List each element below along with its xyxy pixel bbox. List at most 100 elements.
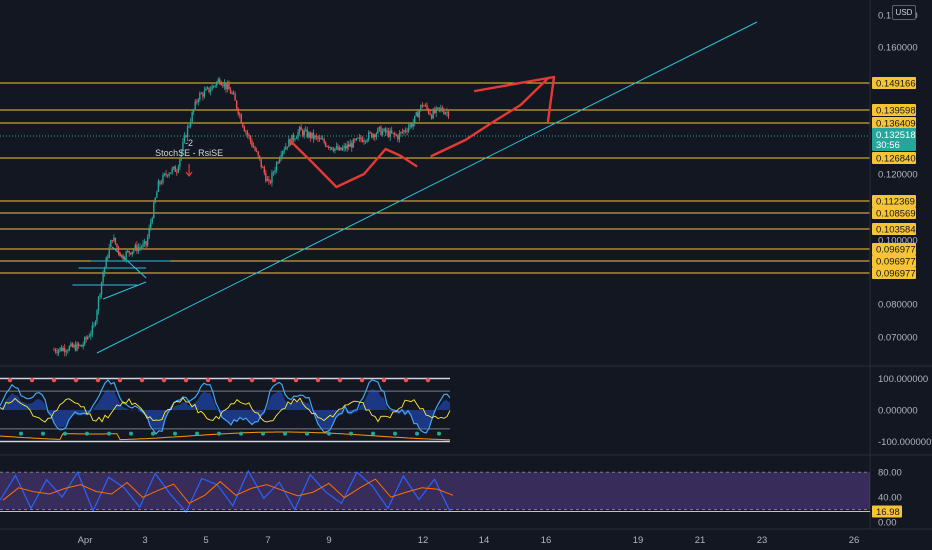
- level-price-tag[interactable]: [872, 104, 916, 116]
- candle-body: [435, 107, 437, 113]
- candle-body: [114, 237, 117, 244]
- candle-body: [169, 172, 172, 174]
- osc-dot: [327, 431, 331, 436]
- oscillator-pane[interactable]: 100.000000 0.000000 -100.000000: [0, 374, 931, 448]
- time-tick-label: 9: [326, 535, 331, 546]
- candle-body: [375, 133, 378, 138]
- level-price-tag[interactable]: [872, 152, 916, 164]
- osc-dot: [151, 431, 155, 436]
- candle-body: [395, 134, 398, 136]
- candle-body: [220, 83, 223, 86]
- price-pane[interactable]: -2 StochSE - RsiSE: [0, 21, 870, 357]
- candle-body: [308, 132, 310, 138]
- osc-dot: [195, 431, 199, 436]
- candle-body: [366, 139, 368, 142]
- annotation-signal: StochSE - RsiSE: [155, 148, 223, 158]
- drawn-arrow-line[interactable]: [430, 76, 550, 158]
- candle-body: [421, 104, 424, 106]
- down-arrow-icon: [185, 164, 193, 177]
- level-price-label: 0.126840: [876, 154, 916, 165]
- candle-body: [234, 94, 236, 101]
- candle-body: [76, 343, 78, 351]
- osc-dot: [271, 377, 277, 383]
- candle-body: [133, 249, 135, 252]
- candle-body: [68, 346, 71, 351]
- osc-tick-label: 0.000000: [878, 406, 918, 417]
- candle-body: [433, 109, 436, 113]
- candle-body: [134, 244, 137, 250]
- level-price-tag[interactable]: [872, 255, 916, 267]
- candle-body: [361, 139, 364, 142]
- candle-body: [265, 172, 267, 181]
- time-axis[interactable]: Apr 3 5 7 9 12 14 16 19 21 23 26: [78, 535, 860, 546]
- level-price-tag[interactable]: [872, 195, 916, 207]
- candle-body: [84, 337, 86, 345]
- candle-body: [166, 174, 169, 176]
- price-axis[interactable]: 0.1700000.1600000.1200000.1000000.080000…: [872, 11, 918, 344]
- level-price-tag[interactable]: [872, 243, 916, 255]
- candle-body: [222, 85, 224, 87]
- candle-body: [378, 126, 381, 129]
- stoch-last-tag[interactable]: [872, 505, 902, 518]
- osc-dot: [95, 377, 101, 383]
- candle-body: [205, 88, 207, 91]
- annotation-count: -2: [185, 138, 193, 148]
- candle-body: [337, 146, 339, 151]
- candle-body: [412, 122, 414, 127]
- candle-body: [335, 146, 338, 149]
- candle-body: [306, 129, 308, 138]
- candle-body: [294, 138, 296, 140]
- candle-body: [331, 147, 333, 150]
- candle-body: [383, 128, 385, 132]
- candle-body: [137, 247, 140, 252]
- candle-body: [173, 166, 175, 169]
- candle-body: [192, 109, 195, 113]
- candle-body: [110, 240, 112, 248]
- candle-body: [394, 132, 396, 135]
- time-tick-label: 5: [203, 535, 208, 546]
- candle-body: [212, 85, 215, 87]
- last-price-tag[interactable]: [872, 128, 916, 151]
- level-price-tag[interactable]: [872, 267, 916, 279]
- candle-body: [263, 167, 265, 173]
- candle-body: [406, 131, 408, 132]
- candle-body: [143, 241, 146, 244]
- trendline[interactable]: [96, 21, 758, 354]
- drawn-arrow-head[interactable]: [473, 75, 556, 123]
- candle-body: [338, 147, 341, 151]
- candle-body: [377, 128, 379, 134]
- candle-body: [392, 132, 394, 134]
- osc-dot: [359, 377, 365, 383]
- candle-body: [400, 131, 402, 134]
- osc-moving-average: [0, 431, 451, 441]
- candle-body: [64, 348, 66, 353]
- candle-body: [343, 145, 345, 149]
- level-price-tag[interactable]: [872, 207, 916, 219]
- candle-body: [340, 147, 342, 151]
- level-price-tag[interactable]: [872, 117, 916, 129]
- drawn-curve[interactable]: [289, 139, 418, 189]
- candle-body: [346, 144, 348, 149]
- signal-annotation: -2 StochSE - RsiSE: [155, 138, 223, 177]
- candle-body: [160, 182, 163, 184]
- osc-dot: [415, 431, 419, 436]
- candle-body: [126, 250, 129, 252]
- candle-body: [297, 131, 299, 138]
- currency-badge[interactable]: USD: [892, 5, 916, 20]
- candle-body: [349, 143, 351, 147]
- candle-body: [57, 349, 60, 353]
- candle-body: [418, 110, 421, 118]
- red-drawings[interactable]: [289, 75, 556, 189]
- wedge-lower-line[interactable]: [102, 281, 147, 300]
- stoch-k-line: [0, 469, 451, 514]
- candle-body: [186, 126, 189, 138]
- candle-body: [239, 114, 241, 116]
- level-price-tag[interactable]: [872, 77, 916, 89]
- candle-body: [153, 202, 155, 219]
- wedge-drawing[interactable]: [72, 246, 171, 300]
- candle-body: [142, 243, 144, 248]
- candle-body: [317, 136, 319, 139]
- level-price-tag[interactable]: [872, 223, 916, 235]
